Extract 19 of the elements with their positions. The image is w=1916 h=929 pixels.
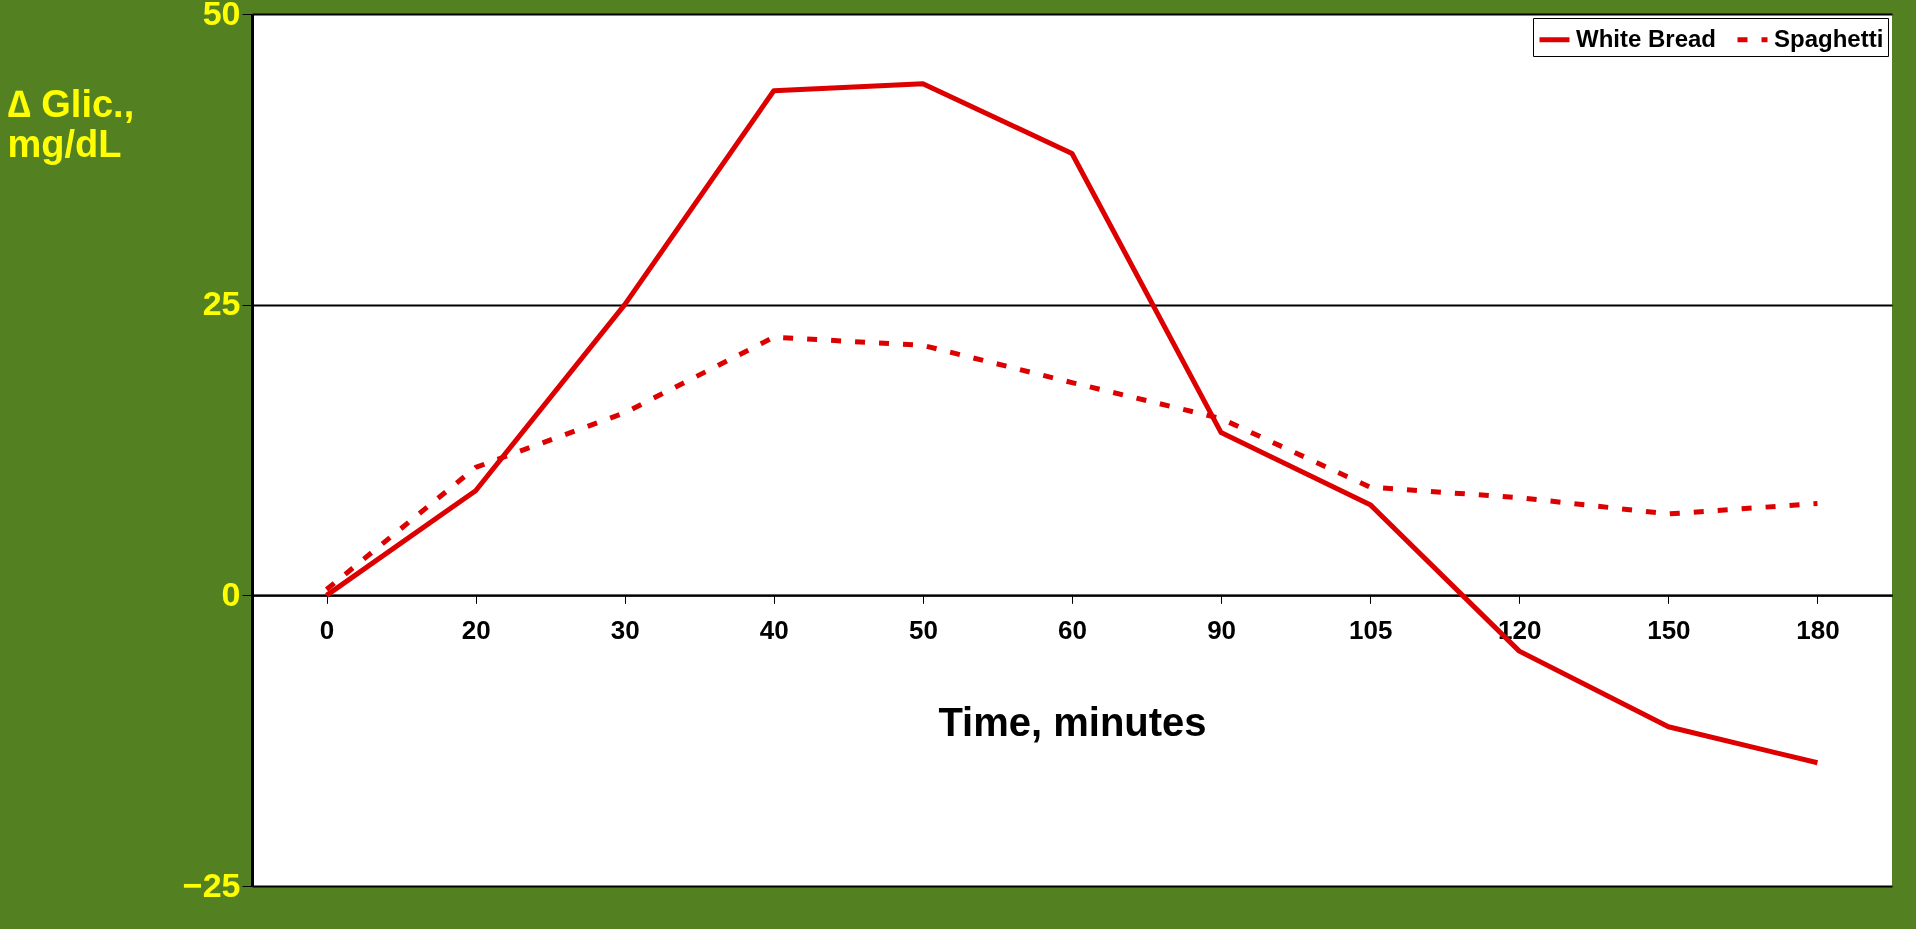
y-tick-label: 25 [202,284,241,323]
y-tick-label: −25 [182,865,241,904]
y-tick-label: 0 [221,574,241,613]
x-tick-label: 180 [1796,614,1840,645]
x-tick-label: 20 [461,614,491,645]
y-axis-title: ∆ Glic., mg/dL [7,82,135,165]
x-tick-label: 50 [908,614,938,645]
x-axis-title: Time, minutes [938,699,1207,744]
legend-label: Spaghetti [1774,24,1884,52]
legend-label: White Bread [1576,24,1717,52]
x-tick-label: 120 [1498,614,1542,645]
x-tick-label: 60 [1058,614,1087,645]
x-tick-label: 90 [1207,614,1237,645]
x-tick-label: 105 [1348,614,1393,645]
x-tick-label: 0 [319,614,335,645]
x-tick-label: 150 [1647,614,1691,645]
y-tick-label: 50 [202,0,241,32]
x-tick-label: 30 [610,614,640,645]
x-tick-label: 40 [759,614,789,645]
